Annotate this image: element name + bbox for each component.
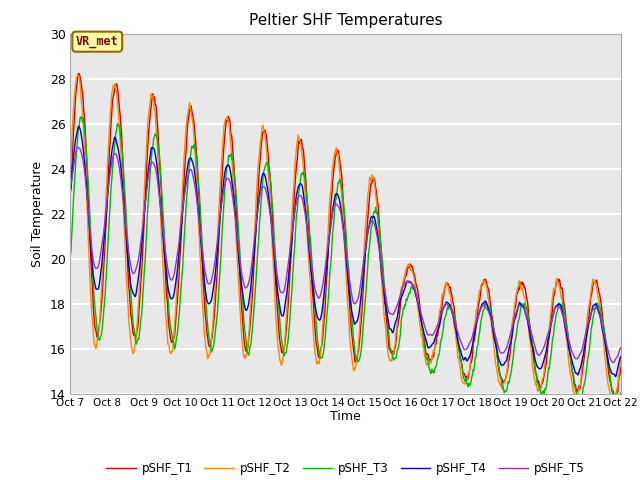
pSHF_T2 (74, 72, 81, 78)
pSHF_T1 (278, 348, 285, 354)
pSHF_T4 (547, 323, 555, 328)
pSHF_T2 (67, 163, 74, 169)
pSHF_T4 (606, 366, 614, 372)
pSHF_T1 (611, 395, 618, 400)
pSHF_T3 (606, 375, 614, 381)
Line: pSHF_T1: pSHF_T1 (70, 73, 621, 397)
pSHF_T4 (301, 208, 309, 214)
Title: Peltier SHF Temperatures: Peltier SHF Temperatures (249, 13, 442, 28)
pSHF_T1 (67, 190, 74, 195)
pSHF_T2 (609, 398, 616, 404)
pSHF_T1 (75, 71, 83, 76)
pSHF_T5 (609, 360, 617, 365)
pSHF_T5 (74, 144, 81, 150)
pSHF_T2 (278, 362, 285, 368)
pSHF_T2 (547, 309, 555, 315)
pSHF_T1 (617, 365, 625, 371)
pSHF_T1 (606, 379, 614, 384)
Line: pSHF_T5: pSHF_T5 (70, 147, 621, 362)
pSHF_T3 (301, 182, 309, 188)
pSHF_T2 (617, 357, 625, 362)
pSHF_T5 (129, 271, 137, 276)
pSHF_T1 (547, 319, 555, 325)
pSHF_T2 (162, 315, 170, 321)
Line: pSHF_T3: pSHF_T3 (70, 117, 621, 404)
pSHF_T1 (301, 173, 309, 179)
Legend: pSHF_T1, pSHF_T2, pSHF_T3, pSHF_T4, pSHF_T5: pSHF_T1, pSHF_T2, pSHF_T3, pSHF_T4, pSHF… (102, 457, 589, 480)
pSHF_T2 (301, 195, 309, 201)
pSHF_T3 (278, 338, 285, 344)
pSHF_T1 (129, 331, 137, 336)
pSHF_T5 (301, 214, 309, 219)
pSHF_T3 (77, 114, 85, 120)
pSHF_T3 (611, 401, 619, 407)
pSHF_T5 (162, 254, 170, 260)
Y-axis label: Soil Temperature: Soil Temperature (31, 161, 44, 266)
pSHF_T4 (617, 354, 625, 360)
pSHF_T3 (547, 354, 555, 360)
pSHF_T5 (547, 322, 555, 328)
X-axis label: Time: Time (330, 410, 361, 423)
Line: pSHF_T4: pSHF_T4 (70, 127, 621, 376)
pSHF_T4 (612, 373, 620, 379)
pSHF_T3 (67, 252, 74, 258)
pSHF_T4 (278, 312, 285, 318)
pSHF_T3 (617, 390, 625, 396)
pSHF_T5 (67, 182, 74, 188)
pSHF_T5 (617, 345, 625, 350)
pSHF_T3 (162, 259, 170, 265)
pSHF_T4 (129, 291, 137, 297)
pSHF_T4 (162, 267, 170, 273)
pSHF_T4 (67, 188, 74, 193)
pSHF_T5 (606, 355, 614, 361)
pSHF_T5 (278, 290, 285, 296)
Text: VR_met: VR_met (76, 35, 118, 48)
pSHF_T1 (162, 284, 170, 290)
pSHF_T2 (606, 392, 614, 398)
Line: pSHF_T2: pSHF_T2 (70, 75, 621, 401)
pSHF_T4 (75, 124, 83, 130)
pSHF_T2 (129, 350, 137, 356)
pSHF_T3 (129, 323, 137, 328)
